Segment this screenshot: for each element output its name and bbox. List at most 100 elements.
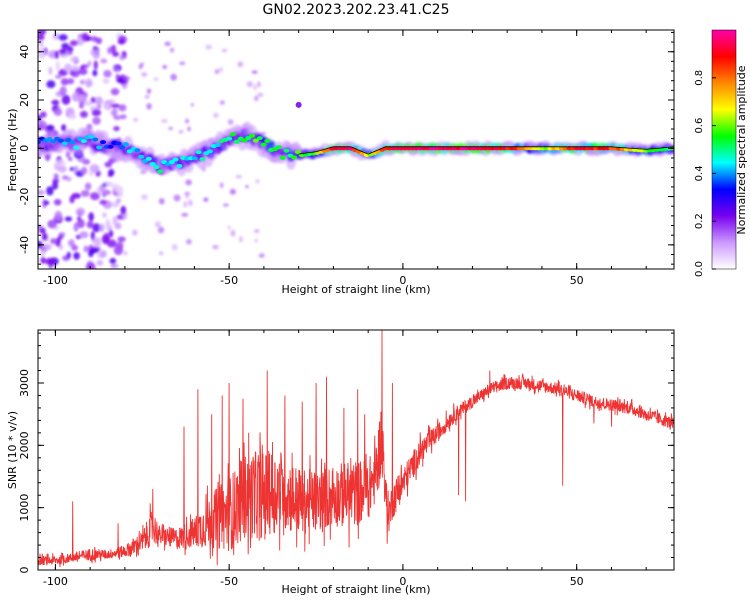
ridge-core	[69, 140, 76, 145]
noise-blob	[38, 30, 47, 35]
noise-blob	[171, 243, 178, 251]
noise-blob	[258, 253, 265, 258]
noise-blob	[41, 232, 48, 241]
spectrogram-x-tick-label: -50	[220, 274, 238, 287]
noise-blob	[114, 185, 124, 194]
noise-blob	[185, 179, 192, 186]
noise-blob	[103, 103, 110, 109]
noise-blob	[257, 81, 261, 88]
noise-blob	[179, 61, 186, 66]
noise-blob	[51, 99, 60, 106]
noise-blob	[92, 49, 100, 60]
noise-blob	[38, 47, 44, 53]
noise-blob	[46, 186, 54, 196]
noise-blob	[53, 198, 62, 206]
noise-blob	[54, 210, 63, 221]
spectrogram-heatmap	[38, 30, 674, 269]
noise-blob	[229, 188, 236, 195]
noise-blob	[89, 164, 100, 173]
noise-blob	[43, 200, 50, 206]
noise-blob	[181, 213, 189, 217]
noise-blob	[246, 81, 253, 88]
noise-blob	[79, 79, 85, 85]
noise-blob	[169, 47, 175, 53]
noise-blob	[90, 231, 95, 241]
noise-blob	[92, 116, 101, 125]
ridge-core	[57, 138, 64, 143]
noise-blob	[119, 55, 125, 60]
spectrogram-y-tick-label: 0	[18, 145, 31, 152]
ridge-core	[122, 142, 129, 147]
noise-blob	[153, 77, 159, 81]
noise-blob	[123, 76, 131, 81]
noise-blob	[102, 78, 110, 84]
ridge-core	[241, 138, 248, 143]
noise-blob	[38, 115, 42, 122]
noise-blob	[254, 238, 258, 243]
noise-blob	[70, 56, 79, 63]
spectrogram-ticks: -100 -50 0 50 -40 -20 0 20 40	[18, 30, 674, 287]
noise-blob	[146, 88, 152, 94]
ridge-core	[191, 156, 198, 161]
noise-blob	[184, 118, 190, 124]
noise-blob	[91, 36, 98, 42]
noise-blob	[67, 51, 73, 56]
colorbar-tick-label: 0.4	[694, 165, 705, 181]
noise-blob	[113, 115, 122, 120]
noise-blob	[245, 185, 249, 189]
figure-title: GN02.2023.202.23.41.C25	[263, 2, 450, 18]
noise-blob	[93, 60, 98, 70]
ridge-center-line	[298, 146, 674, 155]
noise-blob	[60, 78, 69, 86]
ridge-core	[214, 142, 221, 147]
noise-blob	[140, 194, 148, 200]
noise-blob	[114, 222, 122, 230]
noise-blob	[67, 113, 77, 120]
ridge-mid	[267, 140, 276, 149]
noise-blob	[42, 243, 52, 251]
spectrogram-y-tick-label: -20	[18, 188, 31, 206]
noise-blob	[48, 66, 53, 76]
ridge-core	[252, 138, 259, 143]
snr-x-tick-label: -50	[220, 575, 238, 588]
noise-blob	[168, 126, 173, 131]
ridge-core	[145, 156, 152, 161]
noise-blob	[59, 86, 67, 96]
noise-blob	[133, 117, 138, 122]
noise-blob	[212, 244, 219, 250]
noise-blob	[71, 92, 81, 102]
noise-blob	[222, 203, 229, 207]
noise-blob	[138, 64, 143, 69]
noise-blob	[219, 100, 225, 105]
snr-y-tick-label: 0	[18, 567, 31, 574]
noise-blob	[55, 159, 66, 167]
noise-blob	[106, 239, 117, 248]
noise-blob	[61, 42, 70, 50]
noise-blob	[115, 73, 120, 80]
noise-blob	[70, 65, 80, 71]
noise-blob	[227, 225, 231, 230]
ridge-core	[229, 132, 236, 137]
spectrogram-y-tick-label: -40	[18, 236, 31, 254]
noise-blob	[97, 104, 102, 110]
noise-blob	[159, 251, 164, 255]
noise-blob	[219, 182, 224, 189]
noise-blob	[90, 263, 96, 269]
ridge-core	[260, 142, 267, 147]
noise-blob	[82, 101, 93, 106]
noise-blob	[123, 251, 128, 256]
noise-blob	[86, 221, 94, 229]
noise-blob	[100, 58, 108, 64]
noise-blob	[87, 60, 92, 67]
noise-blob	[50, 238, 57, 245]
noise-blob	[132, 229, 138, 236]
noise-blob	[66, 251, 71, 259]
noise-blob	[69, 40, 79, 46]
noise-blob	[92, 69, 98, 77]
noise-blob	[92, 223, 101, 233]
noise-blob	[78, 103, 84, 109]
noise-blob	[187, 126, 191, 132]
ridge-core	[149, 162, 156, 167]
